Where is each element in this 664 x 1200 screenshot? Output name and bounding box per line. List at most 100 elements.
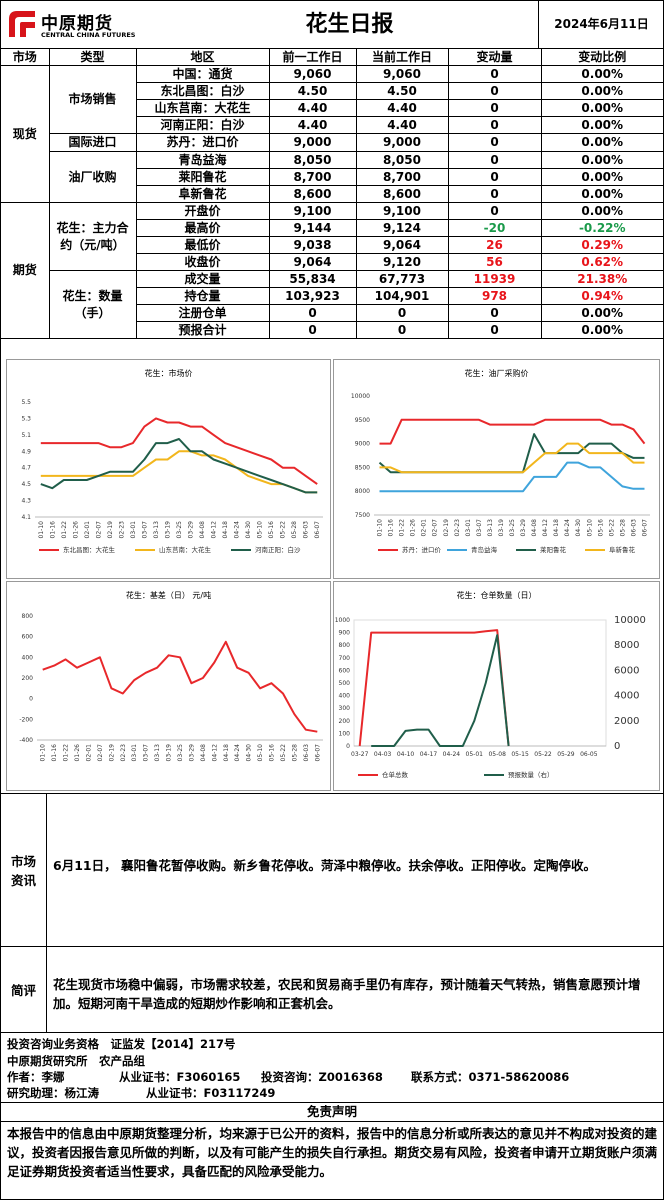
y-tick-label: -200 [19, 716, 33, 723]
y-tick-label: 300 [339, 705, 351, 712]
region-cell: 山东莒南：大花生 [136, 99, 270, 117]
footer-text: 投资咨询：Z0016368 [261, 1070, 383, 1084]
value-cell: 11939 [447, 270, 542, 288]
x-tick-label: 03-29 [188, 744, 195, 762]
y-tick-label: 1000 [335, 617, 350, 624]
x-tick-label: 03-13 [487, 519, 494, 537]
value-cell: 9,064 [355, 236, 449, 254]
series-line [40, 450, 318, 494]
x-tick-label: 04-10 [397, 751, 415, 758]
value-cell: 0.00% [540, 304, 663, 322]
value-cell: 4.40 [355, 99, 449, 117]
value-cell: 8,700 [355, 168, 449, 186]
region-cell: 最高价 [136, 219, 270, 237]
region-cell: 开盘价 [135, 202, 270, 220]
x-tick-label: 03-25 [176, 521, 183, 539]
x-tick-label: 05-16 [268, 521, 275, 539]
value-cell: 0 [268, 304, 357, 322]
x-tick-label: 05-29 [557, 751, 575, 758]
y2-tick-label: 4000 [614, 691, 639, 702]
y-tick-label: 4.1 [21, 514, 31, 521]
value-cell: 0 [355, 321, 449, 339]
header-cell: 地区 [135, 49, 270, 66]
value-cell: 9,100 [355, 202, 449, 220]
x-tick-label: 01-26 [410, 519, 417, 537]
legend-label: 山东莒南：大花生 [159, 545, 212, 554]
x-tick-label: 04-03 [374, 751, 392, 758]
series-line [379, 461, 645, 493]
x-tick-label: 05-28 [291, 521, 298, 539]
comment-text: 花生现货市场稳中偏弱，市场需求较差，农民和贸易商手里仍有库存，预计随着天气转热，… [53, 977, 641, 1011]
table-row: 注册仓单 0 0 0 0.00% [1, 304, 663, 322]
x-tick-label: 05-22 [608, 519, 615, 537]
y-tick-label: 4.5 [21, 481, 31, 488]
x-tick-label: 05-16 [597, 519, 604, 537]
disclaimer-text: 本报告中的信息由中原期货整理分析，均来源于已公开的资料，报告中的信息分析或所表达… [7, 1126, 658, 1179]
value-cell: 0.00% [540, 133, 663, 152]
x-tick-label: 04-18 [553, 519, 560, 537]
y-tick-label: 7500 [355, 512, 370, 519]
y-tick-label: 5.1 [21, 432, 31, 439]
y-tick-label: 800 [339, 642, 351, 649]
region-cell: 中国：通货 [135, 65, 270, 83]
table-row: 预报合计 0 0 0 0.00% [1, 321, 663, 339]
y-tick-label: 0 [29, 696, 33, 703]
series-line [358, 629, 510, 747]
value-cell: 9,000 [268, 133, 357, 152]
series-line [40, 417, 318, 485]
value-cell: 0 [447, 304, 542, 322]
series-line [379, 442, 645, 474]
value-cell: 9,038 [268, 236, 357, 254]
x-tick-label: 03-07 [143, 744, 150, 762]
news-section: 市场资讯 6月11日， 襄阳鲁花暂停收购。新乡鲁花停收。菏泽中粮停收。扶余停收。… [1, 793, 663, 946]
value-cell: 0 [355, 304, 449, 322]
chart-title: 花生：市场价 [145, 368, 193, 378]
y-tick-label: 800 [22, 613, 34, 620]
x-tick-label: 01-10 [38, 521, 45, 539]
footer-text: 从业证书：F03117249 [146, 1086, 276, 1100]
disclaimer-title: 免责声明 [1, 1103, 663, 1122]
y2-tick-label: 0 [614, 741, 620, 752]
logo-text: 中原期货 [41, 14, 113, 34]
x-tick-label: 04-30 [246, 744, 253, 762]
value-cell: 0 [447, 321, 542, 339]
y-tick-label: 8500 [355, 464, 370, 471]
value-cell: 4.50 [355, 82, 449, 100]
market-cell: 现货 [1, 65, 50, 203]
x-tick-label: 02-19 [108, 744, 115, 762]
type-cell: 花生：主力合约（元/吨） [48, 202, 137, 271]
x-tick-label: 03-19 [166, 744, 173, 762]
region-cell: 青岛益海 [135, 151, 270, 169]
type-cell: 花生：数量（手） [49, 270, 137, 339]
x-tick-label: 03-01 [130, 521, 137, 539]
report-title: 花生日报 [305, 12, 394, 37]
value-cell: 9,064 [268, 253, 357, 271]
region-cell: 成交量 [135, 270, 270, 288]
value-cell: 9,100 [268, 202, 357, 220]
x-tick-label: 05-08 [488, 751, 506, 758]
series-line [371, 634, 510, 747]
x-tick-label: 03-01 [131, 744, 138, 762]
x-tick-label: 01-22 [63, 744, 70, 762]
footer-text: 研究助理：杨江涛 [7, 1086, 99, 1100]
value-cell: 9,120 [355, 253, 449, 271]
x-tick-label: 04-08 [531, 519, 538, 537]
value-cell: 9,144 [268, 219, 357, 237]
value-cell: 103,923 [268, 287, 357, 305]
y-tick-label: 4.3 [21, 498, 31, 505]
region-cell: 收盘价 [136, 253, 270, 271]
footer-text: 作者：李娜 [7, 1070, 65, 1084]
table-row: 期货 花生：主力合约（元/吨） 开盘价 9,100 9,100 0 0.00% [1, 202, 663, 339]
x-tick-label: 06-07 [641, 519, 648, 537]
x-tick-label: 03-25 [177, 744, 184, 762]
value-cell: 0.00% [540, 202, 663, 220]
footer: 投资咨询业务资格 证监发【2014】217号 中原期货研究所 农产品组 作者：李… [1, 1032, 663, 1102]
y-tick-label: 600 [339, 667, 351, 674]
value-cell: 8,700 [268, 168, 357, 186]
x-tick-label: 05-22 [280, 744, 287, 762]
chart-title: 花生：基差（日） 元/吨 [126, 590, 211, 600]
x-tick-label: 04-24 [443, 751, 461, 758]
value-cell: 21.38% [540, 270, 663, 288]
y-tick-label: 4.9 [21, 448, 31, 455]
value-cell: 0.94% [540, 287, 663, 305]
